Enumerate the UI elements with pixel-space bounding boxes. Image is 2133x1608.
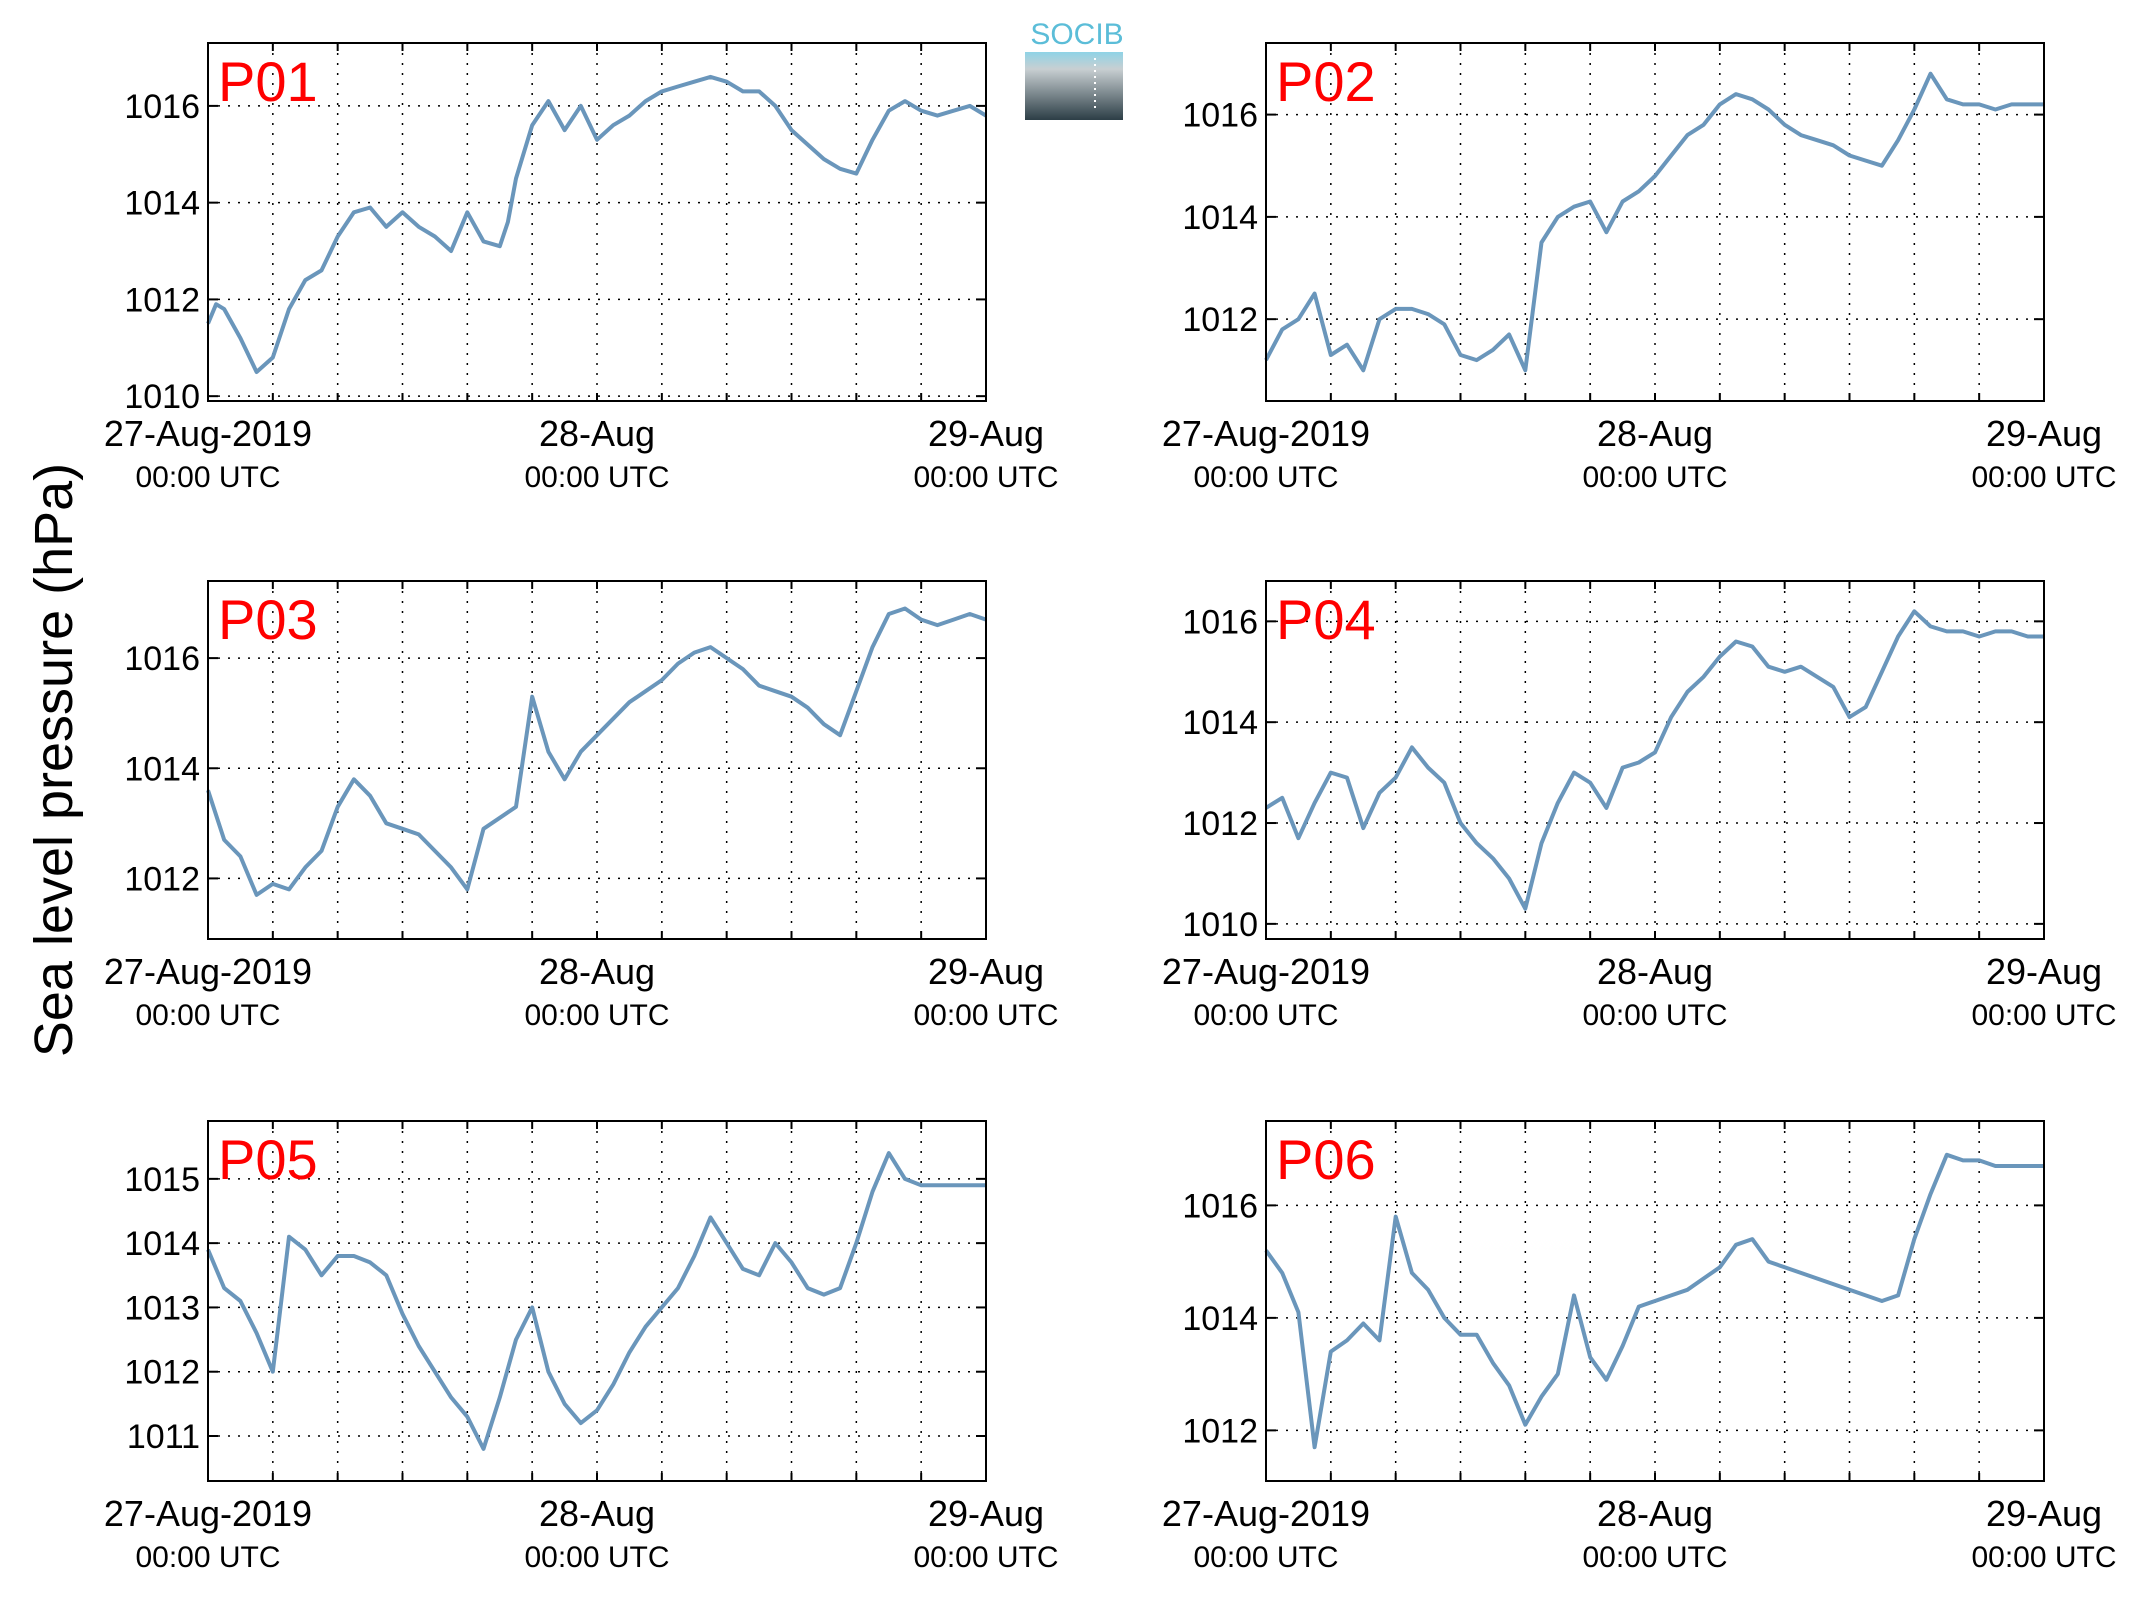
y-tick-label: 1014: [124, 750, 200, 788]
y-tick-label: 1012: [1182, 1412, 1258, 1450]
y-tick-label: 1016: [124, 640, 200, 678]
x-tick-label-time: 00:00 UTC: [1193, 461, 1338, 494]
chart-panel-p03: 1012 1014 1016 27-Aug-2019 00:00 UTC 28-Aug 00…: [104, 580, 1059, 1032]
x-tick-label-time: 00:00 UTC: [524, 1541, 669, 1574]
y-tick-label: 1012: [124, 1354, 200, 1392]
x-tick-label-time: 00:00 UTC: [1582, 461, 1727, 494]
chart-panel-p05: 1011 1012 1013 1014 1015 27-Aug-2019 00:00 UTC…: [104, 1120, 1059, 1574]
x-tick-label-time: 00:00 UTC: [524, 999, 669, 1032]
x-tick-label-time: 00:00 UTC: [913, 999, 1058, 1032]
y-tick-label: 1011: [127, 1418, 200, 1456]
chart-panel-p01: 1010 1012 1014 1016 27-Aug-2019 00:00 UTC 28-A…: [104, 42, 1059, 494]
y-tick-label: 1014: [1182, 704, 1258, 742]
y-tick-label: 1014: [1182, 1300, 1258, 1338]
y-tick-label: 1016: [1182, 603, 1258, 641]
series-line-p01: [206, 74, 988, 374]
y-tick-label: 1012: [124, 281, 200, 319]
chart-panel-p06: 1012 1014 1016 27-Aug-2019 00:00 UTC 28-Aug 00…: [1162, 1120, 2117, 1574]
y-tick-label: 1012: [124, 860, 200, 898]
y-tick-label: 1016: [124, 88, 200, 126]
series-line-p06: [1264, 1152, 2044, 1450]
y-axis-label: Sea level pressure (hPa): [24, 463, 84, 1057]
y-tick-label: 1016: [1182, 1187, 1258, 1225]
x-tick-label-time: 00:00 UTC: [1193, 1541, 1338, 1574]
x-tick-label-date: 28-Aug: [539, 1493, 655, 1534]
y-tick-label: 1012: [1182, 301, 1258, 339]
series-line-p05: [206, 1151, 986, 1451]
x-tick-label-date: 28-Aug: [539, 413, 655, 454]
logo-block: [1025, 52, 1123, 120]
logo-text: SOCIB: [1030, 18, 1123, 51]
x-tick-label-time: 00:00 UTC: [1971, 461, 2116, 494]
x-tick-label-time: 00:00 UTC: [135, 461, 280, 494]
x-tick-label-date: 29-Aug: [1986, 1493, 2102, 1534]
chart-panel-p02: 1012 1014 1016 27-Aug-2019 00:00 UTC 28-Aug 00…: [1162, 42, 2117, 494]
y-tick-label: 1012: [1182, 805, 1258, 843]
socib-logo: SOCIB: [1025, 18, 1124, 120]
x-tick-label-date: 27-Aug-2019: [1162, 951, 1370, 992]
y-tick-label: 1015: [124, 1161, 200, 1199]
x-tick-label-date: 29-Aug: [928, 413, 1044, 454]
x-tick-label-date: 29-Aug: [1986, 951, 2102, 992]
axes-frame: [207, 42, 987, 402]
panel-label: P01: [218, 50, 318, 113]
y-tick-label: 1014: [124, 185, 200, 223]
x-tick-label-time: 00:00 UTC: [135, 999, 280, 1032]
x-tick-label-date: 29-Aug: [928, 951, 1044, 992]
x-tick-label-date: 28-Aug: [1597, 1493, 1713, 1534]
x-tick-label-date: 27-Aug-2019: [104, 1493, 312, 1534]
series-line-p04: [1264, 609, 2044, 911]
panel-label: P06: [1276, 1128, 1376, 1191]
x-tick-label-time: 00:00 UTC: [1971, 999, 2116, 1032]
y-tick-label: 1014: [1182, 199, 1258, 237]
x-tick-label-date: 27-Aug-2019: [104, 413, 312, 454]
y-tick-label: 1010: [124, 378, 200, 416]
x-tick-label-date: 29-Aug: [928, 1493, 1044, 1534]
x-tick-label-time: 00:00 UTC: [1582, 999, 1727, 1032]
x-tick-label-date: 27-Aug-2019: [104, 951, 312, 992]
panel-label: P04: [1276, 588, 1376, 651]
x-tick-label-date: 27-Aug-2019: [1162, 413, 1370, 454]
series-line-p03: [206, 606, 987, 897]
axes-frame: [1265, 42, 2045, 402]
panel-label: P03: [218, 588, 318, 651]
x-tick-label-time: 00:00 UTC: [1582, 1541, 1727, 1574]
x-tick-label-date: 28-Aug: [1597, 413, 1713, 454]
x-tick-label-date: 28-Aug: [539, 951, 655, 992]
panel-label: P02: [1276, 50, 1376, 113]
panel-label: P05: [218, 1128, 318, 1191]
x-tick-label-date: 28-Aug: [1597, 951, 1713, 992]
chart-panel-p04: 1010 1012 1014 1016 27-Aug-2019 00:00 UTC 28-A…: [1162, 580, 2117, 1032]
y-tick-label: 1013: [124, 1289, 200, 1327]
x-tick-label-date: 27-Aug-2019: [1162, 1493, 1370, 1534]
x-tick-label-time: 00:00 UTC: [1193, 999, 1338, 1032]
y-tick-label: 1016: [1182, 97, 1258, 135]
x-tick-label-time: 00:00 UTC: [913, 461, 1058, 494]
x-tick-label-time: 00:00 UTC: [135, 1541, 280, 1574]
x-tick-label-date: 29-Aug: [1986, 413, 2102, 454]
series-line-p02: [1264, 71, 2044, 373]
axes-frame: [207, 580, 987, 940]
x-tick-label-time: 00:00 UTC: [913, 1541, 1058, 1574]
axes-frame: [1265, 580, 2045, 940]
x-tick-label-time: 00:00 UTC: [1971, 1541, 2116, 1574]
x-tick-label-time: 00:00 UTC: [524, 461, 669, 494]
y-tick-label: 1010: [1182, 906, 1258, 944]
y-tick-label: 1014: [124, 1225, 200, 1263]
